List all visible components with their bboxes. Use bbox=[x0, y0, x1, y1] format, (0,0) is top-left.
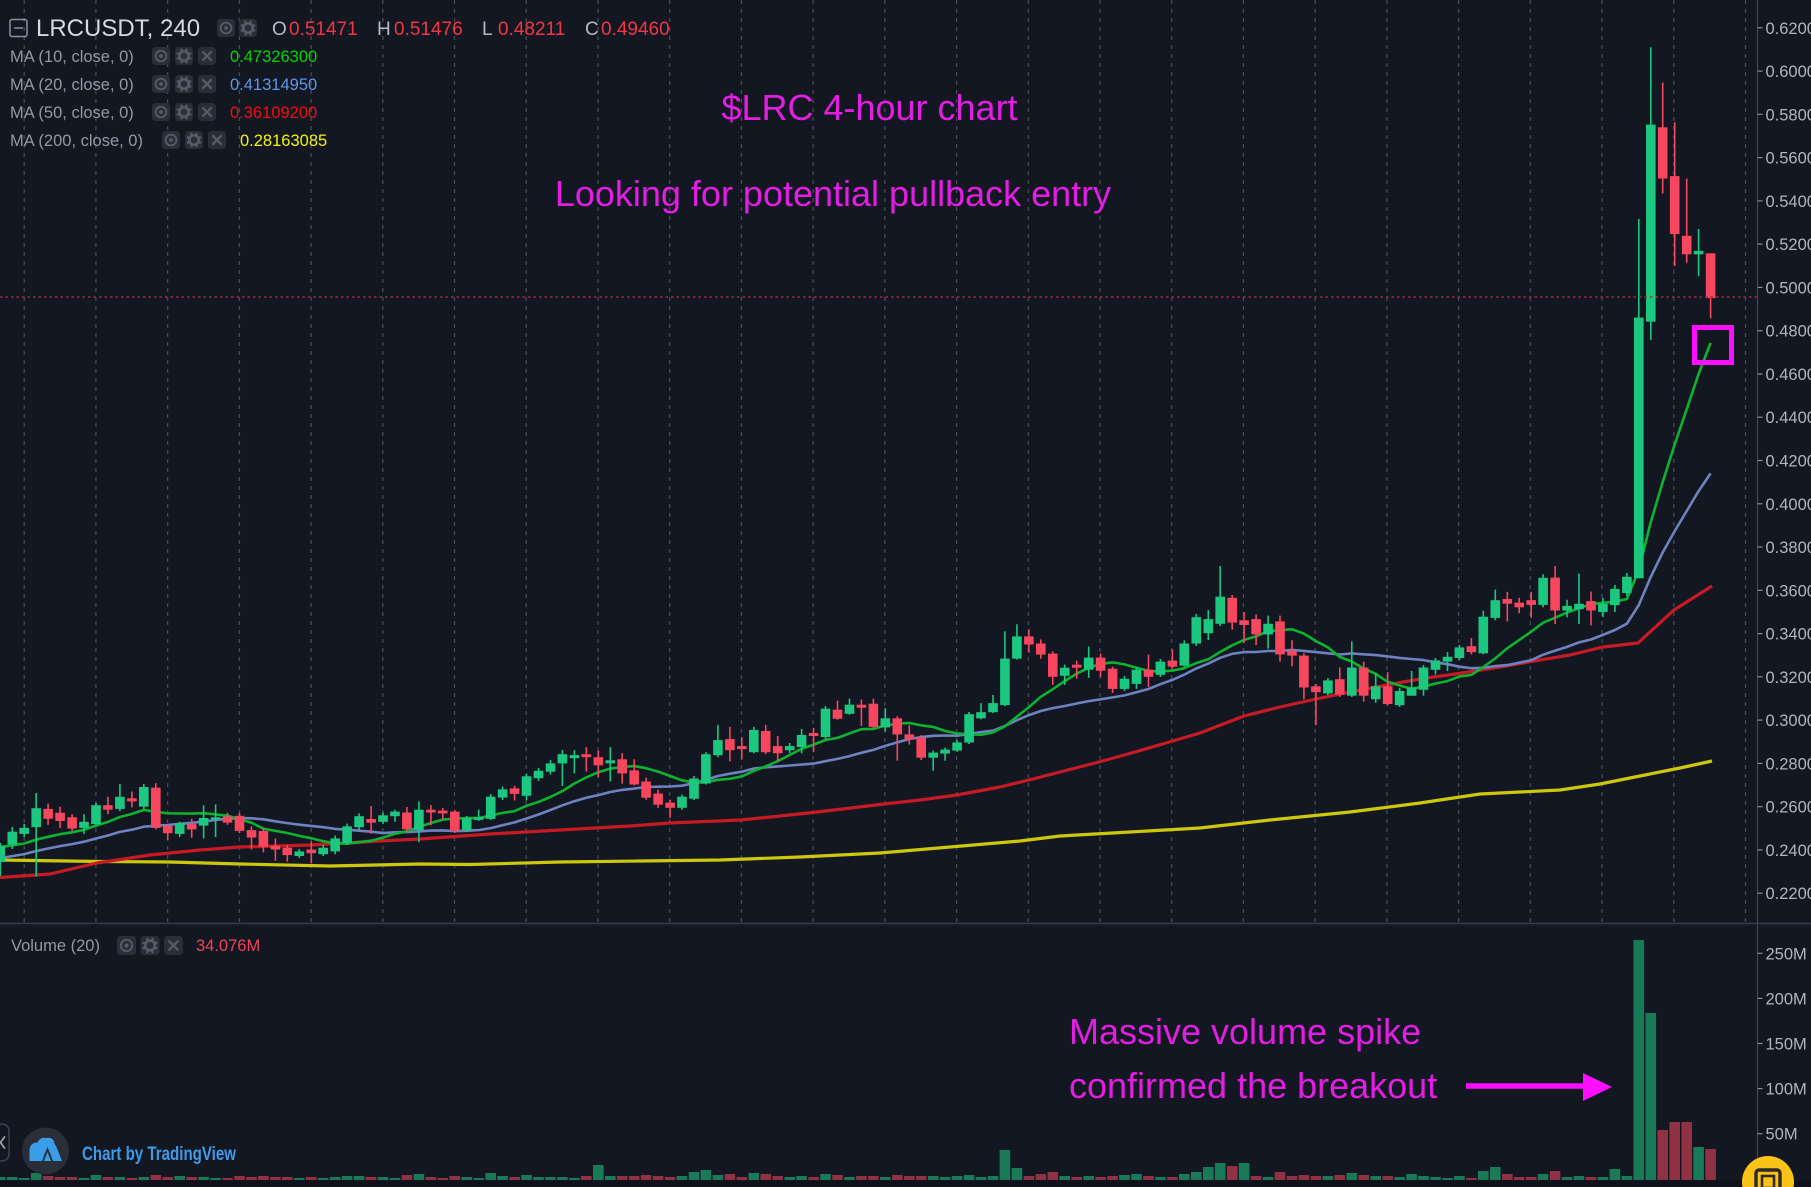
svg-text:Looking for potential pullback: Looking for potential pullback entry bbox=[555, 173, 1111, 214]
svg-text:0.2200: 0.2200 bbox=[1766, 885, 1811, 903]
svg-text:MA (50, close, 0): MA (50, close, 0) bbox=[10, 104, 134, 122]
svg-text:$LRC 4-hour chart: $LRC 4-hour chart bbox=[721, 87, 1017, 128]
svg-text:0.3800: 0.3800 bbox=[1766, 539, 1811, 557]
svg-text:150M: 150M bbox=[1766, 1036, 1807, 1054]
svg-text:0.3600: 0.3600 bbox=[1766, 582, 1811, 600]
svg-text:O: O bbox=[272, 19, 287, 40]
svg-text:0.4400: 0.4400 bbox=[1766, 409, 1811, 427]
svg-text:0.4200: 0.4200 bbox=[1766, 453, 1811, 471]
svg-text:0.4800: 0.4800 bbox=[1766, 323, 1811, 341]
svg-text:0.36109200: 0.36109200 bbox=[230, 104, 317, 122]
svg-text:0.5200: 0.5200 bbox=[1766, 236, 1811, 254]
svg-text:MA (200, close, 0): MA (200, close, 0) bbox=[10, 132, 143, 150]
svg-text:0.6200: 0.6200 bbox=[1766, 20, 1811, 38]
svg-text:0.5600: 0.5600 bbox=[1766, 150, 1811, 168]
svg-text:Volume (20): Volume (20) bbox=[11, 937, 100, 955]
svg-text:0.4600: 0.4600 bbox=[1766, 366, 1811, 384]
svg-text:MA (10, close, 0): MA (10, close, 0) bbox=[10, 48, 134, 66]
svg-text:0.4000: 0.4000 bbox=[1766, 496, 1811, 514]
svg-text:0.3200: 0.3200 bbox=[1766, 669, 1811, 687]
svg-text:C: C bbox=[585, 19, 599, 40]
svg-text:0.51471: 0.51471 bbox=[289, 19, 358, 40]
svg-text:0.3000: 0.3000 bbox=[1766, 712, 1811, 730]
svg-text:100M: 100M bbox=[1766, 1081, 1807, 1099]
svg-text:0.3400: 0.3400 bbox=[1766, 626, 1811, 644]
svg-text:0.2600: 0.2600 bbox=[1766, 799, 1811, 817]
svg-text:0.6000: 0.6000 bbox=[1766, 63, 1811, 81]
svg-text:H: H bbox=[377, 19, 391, 40]
svg-text:confirmed the breakout: confirmed the breakout bbox=[1069, 1065, 1437, 1106]
svg-text:0.47326300: 0.47326300 bbox=[230, 48, 317, 66]
svg-text:LRCUSDT, 240: LRCUSDT, 240 bbox=[36, 15, 200, 42]
svg-text:0.51476: 0.51476 bbox=[394, 19, 463, 40]
svg-text:34.076M: 34.076M bbox=[196, 937, 260, 955]
svg-text:200M: 200M bbox=[1766, 990, 1807, 1008]
svg-text:0.48211: 0.48211 bbox=[498, 19, 565, 40]
svg-text:250M: 250M bbox=[1766, 945, 1807, 963]
svg-text:50M: 50M bbox=[1766, 1126, 1798, 1144]
svg-text:0.2400: 0.2400 bbox=[1766, 842, 1811, 860]
svg-text:0.41314950: 0.41314950 bbox=[230, 76, 317, 94]
svg-text:Chart by TradingView: Chart by TradingView bbox=[82, 1143, 237, 1165]
svg-text:0.5400: 0.5400 bbox=[1766, 193, 1811, 211]
svg-text:0.2800: 0.2800 bbox=[1766, 755, 1811, 773]
svg-text:0.28163085: 0.28163085 bbox=[240, 132, 327, 150]
svg-text:0.49460: 0.49460 bbox=[601, 19, 670, 40]
svg-text:L: L bbox=[482, 19, 493, 40]
svg-text:Massive volume spike: Massive volume spike bbox=[1069, 1011, 1421, 1052]
svg-text:MA (20, close, 0): MA (20, close, 0) bbox=[10, 76, 134, 94]
svg-text:0.5800: 0.5800 bbox=[1766, 106, 1811, 124]
svg-text:0.5000: 0.5000 bbox=[1766, 279, 1811, 297]
